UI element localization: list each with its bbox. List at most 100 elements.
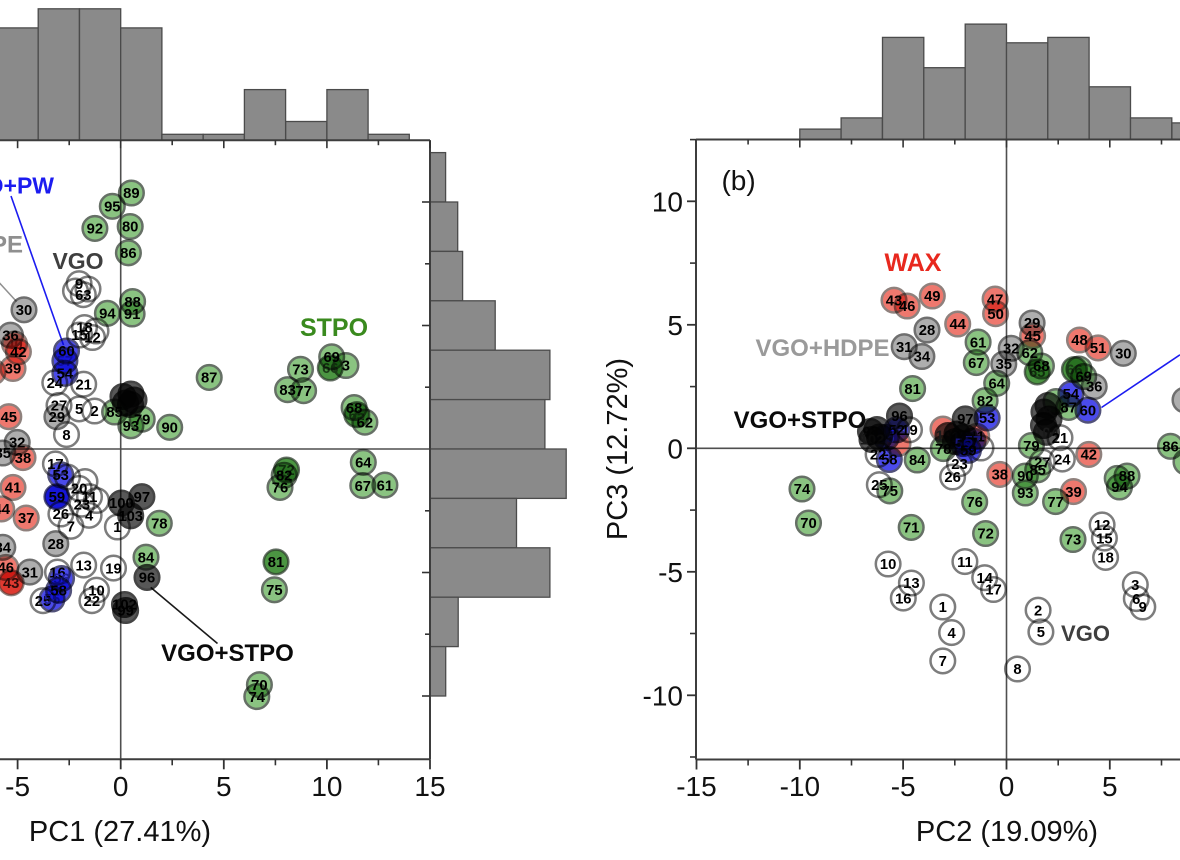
svg-text:0: 0 bbox=[999, 771, 1015, 802]
svg-text:38: 38 bbox=[992, 468, 1008, 484]
svg-text:41: 41 bbox=[5, 481, 21, 497]
svg-text:89: 89 bbox=[123, 186, 139, 202]
svg-text:5: 5 bbox=[667, 310, 683, 341]
svg-text:96: 96 bbox=[139, 571, 155, 587]
svg-text:(b): (b) bbox=[721, 165, 755, 196]
svg-text:67: 67 bbox=[968, 356, 984, 372]
svg-text:11: 11 bbox=[957, 555, 973, 571]
svg-text:VGO: VGO bbox=[52, 248, 103, 274]
svg-text:-5: -5 bbox=[5, 771, 30, 802]
svg-text:68: 68 bbox=[1033, 359, 1049, 375]
svg-text:76: 76 bbox=[272, 481, 288, 497]
svg-text:1: 1 bbox=[939, 600, 947, 616]
svg-text:WAX: WAX bbox=[885, 249, 942, 277]
svg-text:99: 99 bbox=[117, 604, 133, 620]
svg-text:87: 87 bbox=[201, 371, 217, 387]
svg-text:80: 80 bbox=[122, 220, 138, 236]
svg-text:58: 58 bbox=[881, 453, 897, 469]
svg-text:22: 22 bbox=[84, 594, 100, 610]
svg-text:53: 53 bbox=[979, 411, 995, 427]
svg-text:15: 15 bbox=[414, 771, 445, 802]
svg-text:71: 71 bbox=[903, 521, 919, 537]
svg-text:4: 4 bbox=[947, 626, 956, 642]
svg-text:39: 39 bbox=[5, 362, 21, 378]
svg-text:84: 84 bbox=[909, 453, 926, 469]
svg-text:61: 61 bbox=[970, 335, 986, 351]
svg-text:69: 69 bbox=[323, 350, 339, 366]
svg-text:38: 38 bbox=[15, 451, 31, 467]
svg-text:VGO: VGO bbox=[1061, 621, 1110, 646]
svg-text:5: 5 bbox=[1037, 625, 1045, 641]
svg-text:93: 93 bbox=[1017, 486, 1033, 502]
svg-text:49: 49 bbox=[924, 289, 940, 305]
svg-text:43: 43 bbox=[3, 576, 19, 592]
svg-text:31: 31 bbox=[896, 340, 912, 356]
svg-text:76: 76 bbox=[966, 495, 982, 511]
svg-text:60: 60 bbox=[58, 344, 74, 360]
svg-text:73: 73 bbox=[292, 363, 308, 379]
svg-text:53: 53 bbox=[52, 468, 68, 484]
svg-text:26: 26 bbox=[944, 470, 960, 486]
svg-text:97: 97 bbox=[134, 490, 150, 506]
svg-text:30: 30 bbox=[1115, 347, 1131, 363]
svg-text:-10: -10 bbox=[643, 680, 683, 711]
svg-text:77: 77 bbox=[295, 384, 311, 400]
svg-text:45: 45 bbox=[1, 410, 17, 426]
svg-text:-5: -5 bbox=[658, 557, 683, 588]
svg-text:7: 7 bbox=[67, 520, 75, 536]
svg-text:8: 8 bbox=[62, 428, 70, 444]
svg-text:28: 28 bbox=[919, 323, 935, 339]
svg-text:5: 5 bbox=[216, 771, 232, 802]
svg-text:36: 36 bbox=[1086, 380, 1102, 396]
svg-text:75: 75 bbox=[882, 484, 898, 500]
svg-text:73: 73 bbox=[1065, 533, 1081, 549]
svg-text:9: 9 bbox=[1139, 600, 1147, 616]
svg-text:48: 48 bbox=[1071, 333, 1087, 349]
svg-text:39: 39 bbox=[1065, 485, 1081, 501]
svg-text:61: 61 bbox=[377, 478, 393, 494]
svg-text:24: 24 bbox=[47, 376, 64, 392]
svg-text:70: 70 bbox=[800, 516, 816, 532]
svg-text:STPO: STPO bbox=[300, 314, 368, 342]
svg-text:77: 77 bbox=[1047, 495, 1063, 511]
svg-text:15: 15 bbox=[1096, 531, 1112, 547]
svg-text:94: 94 bbox=[1111, 480, 1128, 496]
svg-text:91: 91 bbox=[124, 307, 140, 323]
svg-text:78: 78 bbox=[151, 517, 167, 533]
svg-text:72: 72 bbox=[977, 527, 993, 543]
svg-text:86: 86 bbox=[120, 246, 136, 262]
svg-text:15: 15 bbox=[71, 328, 87, 344]
svg-text:16: 16 bbox=[895, 591, 911, 607]
svg-text:51: 51 bbox=[1090, 341, 1106, 357]
svg-text:-15: -15 bbox=[676, 771, 716, 802]
svg-text:19: 19 bbox=[105, 561, 121, 577]
svg-text:2: 2 bbox=[1034, 603, 1042, 619]
svg-text:VGO+STPO: VGO+STPO bbox=[161, 640, 294, 667]
svg-text:VGO+HDPE: VGO+HDPE bbox=[755, 335, 889, 362]
svg-text:28: 28 bbox=[48, 537, 64, 553]
svg-text:60: 60 bbox=[1080, 403, 1096, 419]
svg-text:44: 44 bbox=[0, 502, 11, 518]
svg-text:96: 96 bbox=[891, 409, 907, 425]
svg-text:30: 30 bbox=[16, 303, 32, 319]
svg-text:21: 21 bbox=[75, 377, 91, 393]
svg-text:17: 17 bbox=[985, 583, 1001, 599]
svg-text:0: 0 bbox=[113, 771, 129, 802]
svg-text:VGO+HDPE: VGO+HDPE bbox=[0, 232, 23, 259]
svg-text:21: 21 bbox=[1052, 431, 1068, 447]
svg-text:35: 35 bbox=[996, 357, 1012, 373]
svg-text:64: 64 bbox=[988, 377, 1005, 393]
svg-text:37: 37 bbox=[18, 511, 34, 527]
svg-text:-10: -10 bbox=[780, 771, 820, 802]
svg-text:63: 63 bbox=[75, 288, 91, 304]
svg-text:5: 5 bbox=[1102, 771, 1118, 802]
svg-text:PC3 (12.72%): PC3 (12.72%) bbox=[602, 358, 634, 540]
svg-text:50: 50 bbox=[987, 307, 1003, 323]
svg-text:29: 29 bbox=[49, 410, 65, 426]
svg-text:59: 59 bbox=[49, 490, 65, 506]
svg-text:18: 18 bbox=[1097, 551, 1113, 567]
svg-text:95: 95 bbox=[104, 200, 120, 216]
svg-text:35: 35 bbox=[0, 446, 11, 462]
svg-text:34: 34 bbox=[0, 541, 12, 557]
svg-text:93: 93 bbox=[123, 419, 139, 435]
